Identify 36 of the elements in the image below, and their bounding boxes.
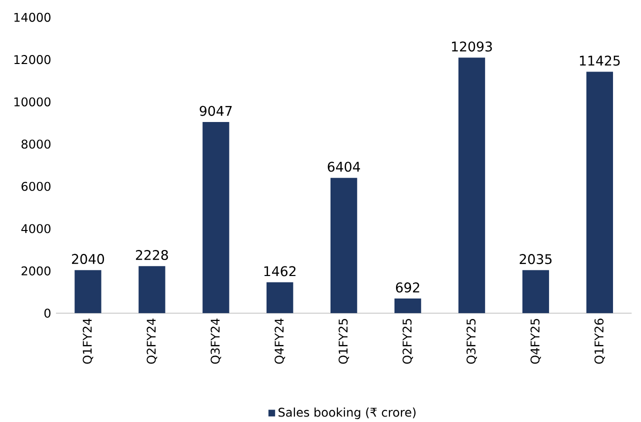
x-tick-label: Q4FY24	[274, 318, 286, 364]
x-tick-label: Q2FY25	[402, 318, 414, 364]
x-tick-label: Q3FY25	[466, 318, 477, 364]
x-tick-label: Q1FY26	[594, 318, 605, 364]
x-tick-label: Q4FY25	[530, 318, 541, 364]
bar	[458, 57, 486, 313]
data-label: 12093	[452, 41, 492, 52]
bar	[394, 298, 422, 313]
data-label: 692	[396, 282, 420, 292]
bar	[522, 270, 550, 313]
x-tick-label: Q1FY24	[82, 318, 94, 364]
data-label: 1462	[264, 266, 296, 276]
x-tick-label: Q2FY24	[146, 318, 158, 364]
bar	[74, 270, 102, 313]
y-tick-label: 14000	[14, 12, 50, 22]
y-tick-label: 2000	[22, 266, 50, 276]
x-tick-label: Q3FY24	[210, 318, 222, 364]
y-tick-label: 12000	[14, 54, 50, 64]
bar	[266, 282, 294, 313]
x-tick-label: Q1FY25	[338, 318, 350, 364]
data-label: 2040	[72, 254, 104, 264]
data-label: 9047	[200, 106, 232, 116]
bar	[202, 122, 230, 313]
bar	[138, 266, 166, 313]
bar	[586, 72, 614, 313]
bar	[330, 178, 358, 313]
y-tick-label: 0	[44, 308, 50, 318]
y-tick-label: 8000	[22, 139, 50, 148]
legend-label: Sales booking (₹ crore)	[278, 407, 416, 419]
y-tick-label: 10000	[14, 97, 50, 106]
data-label: 11425	[580, 55, 620, 66]
y-tick-label: 6000	[22, 182, 50, 191]
data-label: 6404	[328, 161, 360, 172]
y-tick-label: 4000	[21, 224, 50, 233]
data-label: 2035	[520, 254, 552, 264]
data-label: 2228	[136, 250, 168, 260]
